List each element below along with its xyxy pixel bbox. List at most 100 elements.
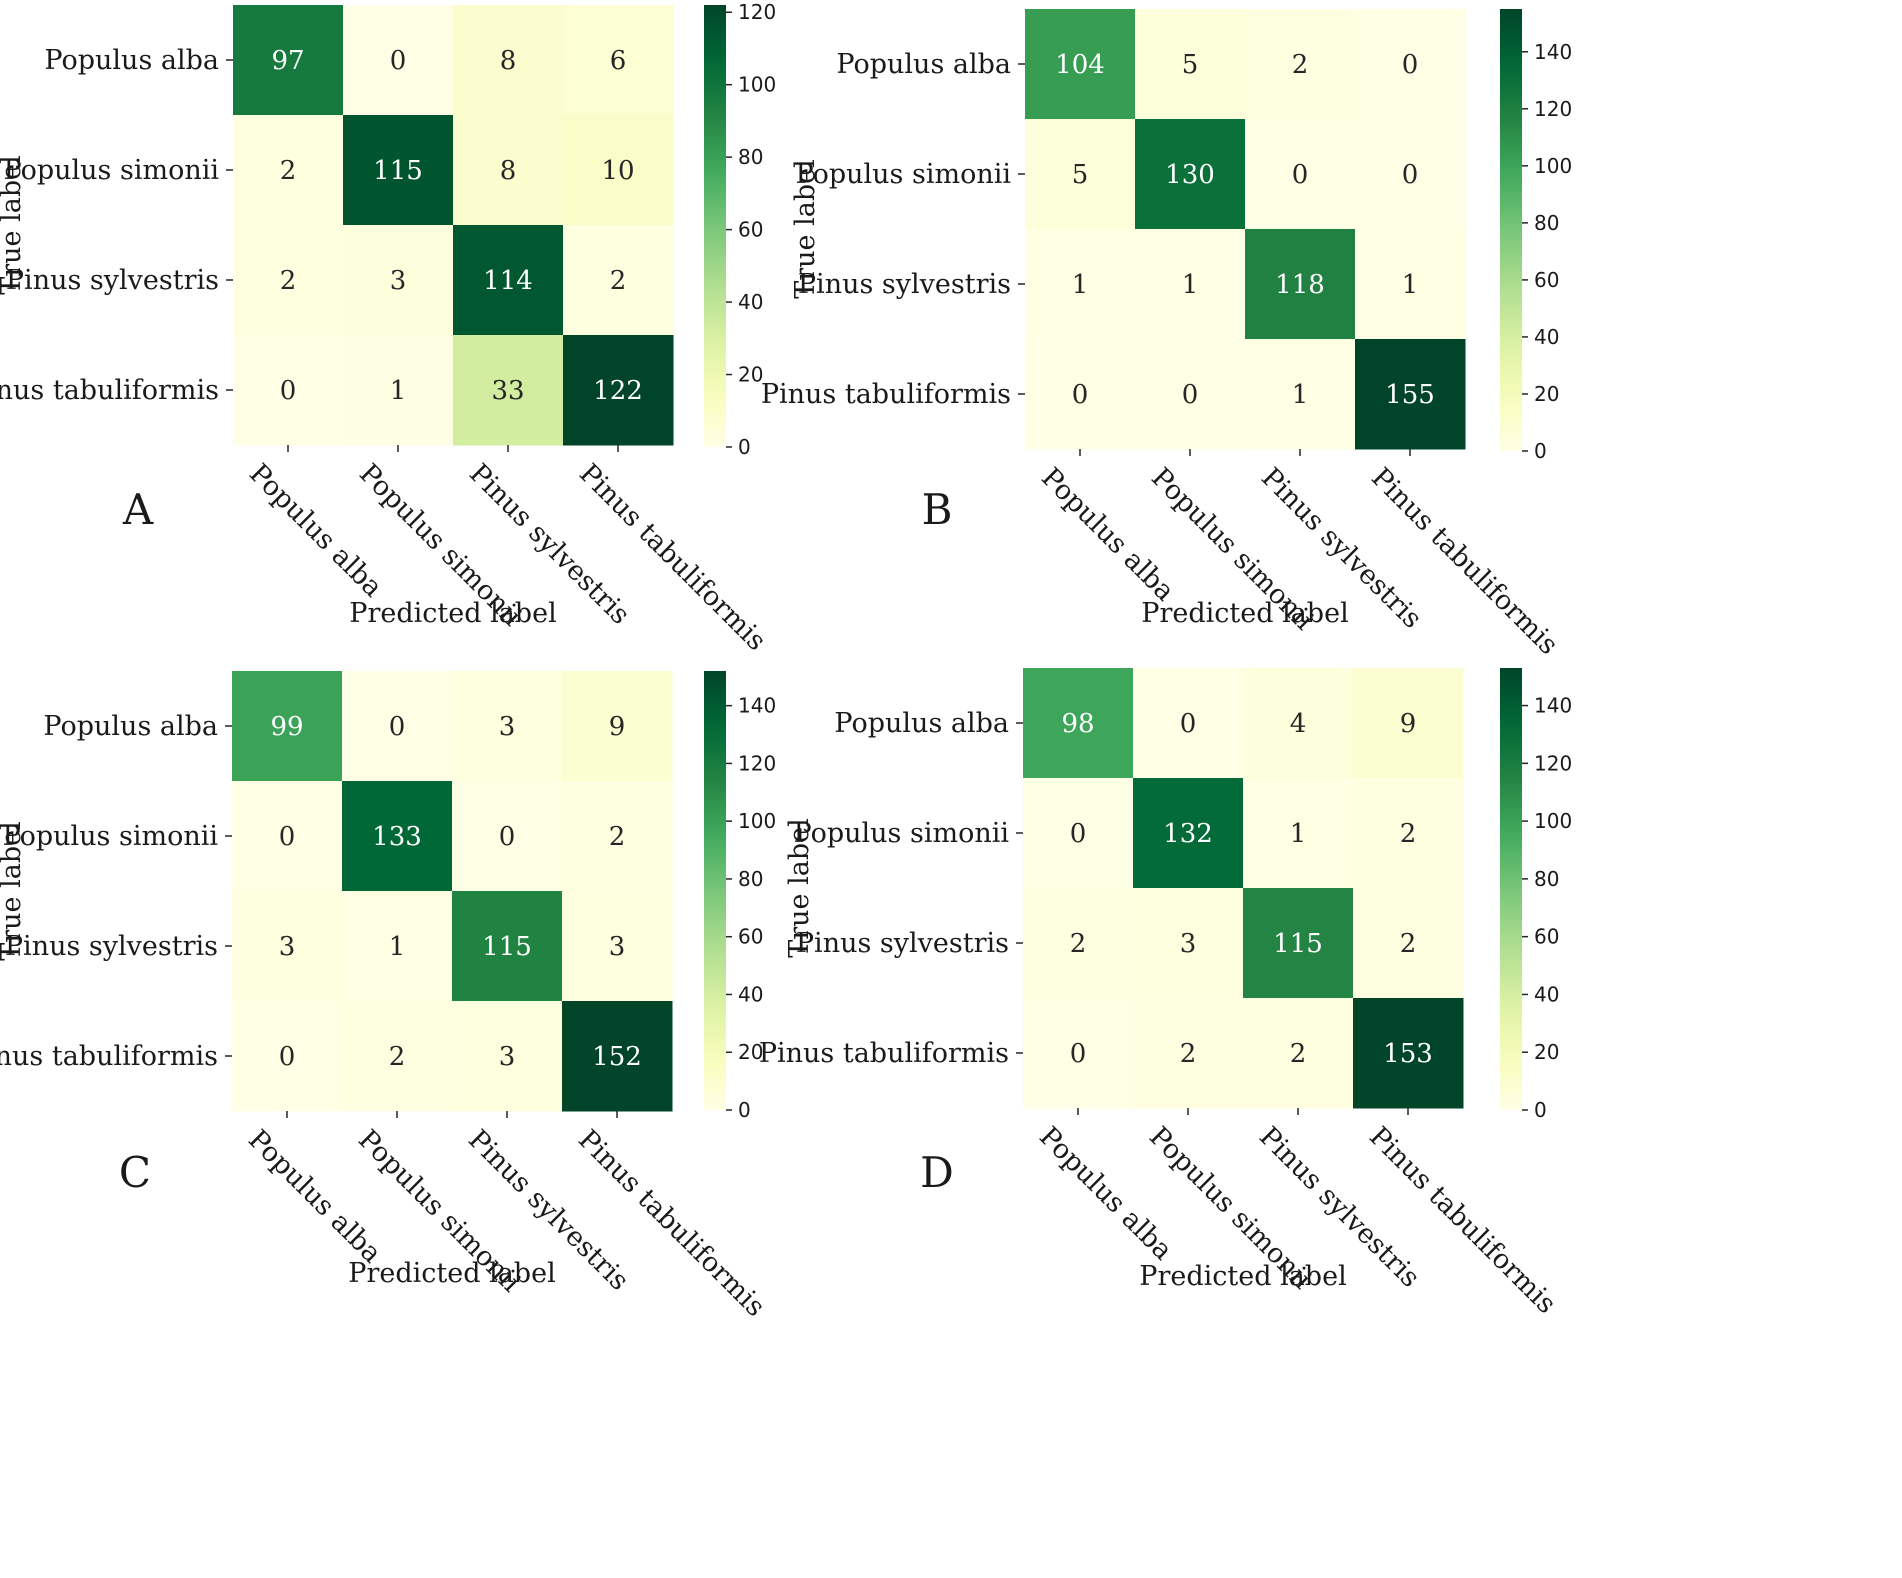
heatmap-cell [1025,9,1136,120]
y-tick-label: Pinus tabuliformis [759,1038,1009,1069]
heatmap-cell [1023,668,1134,779]
heatmap-cell [563,115,674,226]
heatmap-cell [453,335,564,446]
cell-value-label: 1 [1292,380,1309,410]
heatmap-cell [233,115,344,226]
heatmap-cell [1353,998,1464,1109]
cell-value-label: 115 [1273,929,1323,959]
colorbar-tick-label: 100 [1534,809,1572,833]
colorbar-tick-label: 80 [1534,867,1559,891]
heatmap-cell [453,5,564,116]
cell-value-label: 2 [1400,819,1417,849]
heatmap-cell [233,335,344,446]
y-axis-label: True label [790,159,821,299]
colorbar-tick-label: 80 [1534,211,1559,235]
heatmap-cell [1133,778,1244,889]
heatmap-cell [232,671,343,782]
colorbar [1500,9,1522,451]
cell-value-label: 1 [1290,819,1307,849]
y-tick-label: Pinus sylvestris [798,269,1011,300]
panel-letter: C [119,1148,151,1197]
cell-value-label: 0 [279,1042,296,1072]
heatmap-cell [343,225,454,336]
cell-value-label: 3 [609,932,626,962]
heatmap-cell [1243,998,1354,1109]
cell-value-label: 3 [499,1042,516,1072]
colorbar-tick-label: 60 [1534,268,1559,292]
heatmap-cell [1245,339,1356,450]
cell-value-label: 6 [610,46,627,76]
cell-value-label: 0 [390,46,407,76]
cell-value-label: 3 [1180,929,1197,959]
cell-value-label: 99 [270,712,303,742]
x-axis-label: Predicted label [349,598,556,629]
y-axis-label: True label [0,155,27,295]
cell-value-label: 2 [280,156,297,186]
heatmap-cell [1133,888,1244,999]
cell-value-label: 0 [279,822,296,852]
y-tick-label: Populus simonii [4,155,220,186]
colorbar-tick-label: 40 [738,290,763,314]
cell-value-label: 0 [1402,160,1419,190]
cell-value-label: 115 [373,156,423,186]
heatmap-cell [342,781,453,892]
heatmap-cell [343,5,454,116]
cell-value-label: 5 [1072,160,1089,190]
x-axis-label: Predicted label [1139,1261,1346,1292]
cell-value-label: 0 [1070,819,1087,849]
cell-value-label: 2 [1290,1039,1307,1069]
heatmap-cell [453,225,564,336]
y-axis-label: True label [0,821,27,961]
cell-value-label: 133 [372,822,422,852]
heatmap-cell [452,671,563,782]
panel-letter: B [922,485,953,534]
confusion-matrix-panel-c: 99 0 3 9 0 133 0 2 3 1 115 3 0 2 3 152 Populus alba Popul… [0,671,776,1323]
cell-value-label: 1 [389,932,406,962]
heatmap-cell [1245,9,1356,120]
cell-value-label: 114 [483,266,533,296]
cell-value-label: 0 [280,376,297,406]
y-tick-label: Populus alba [834,708,1009,739]
colorbar-tick-label: 0 [1534,1098,1547,1122]
cell-value-label: 0 [1182,380,1199,410]
cell-value-label: 3 [279,932,296,962]
x-tick-label: Pinus tabuliformis [573,458,772,657]
cell-value-label: 9 [609,712,626,742]
panel-letter: D [920,1148,954,1197]
y-tick-label: Populus alba [43,711,218,742]
heatmap-cell [1355,119,1466,230]
colorbar-tick-label: 140 [738,694,776,718]
heatmap-cell [1353,888,1464,999]
cell-value-label: 2 [389,1042,406,1072]
colorbar-tick-label: 60 [738,218,763,242]
colorbar-tick-label: 0 [738,1098,751,1122]
colorbar-tick-label: 20 [1534,382,1559,406]
heatmap-cell [1243,668,1354,779]
x-tick-label: Pinus tabuliformis [1365,462,1564,661]
heatmap-cell [343,115,454,226]
heatmap-cell [563,5,674,116]
cell-value-label: 122 [593,376,643,406]
cell-value-label: 130 [1165,160,1215,190]
heatmap-cell [1135,9,1246,120]
y-tick-label: Populus simonii [794,818,1010,849]
y-tick-label: Populus alba [836,49,1011,80]
cell-value-label: 2 [1180,1039,1197,1069]
colorbar-tick-label: 40 [1534,325,1559,349]
heatmap-cell [562,891,673,1002]
y-tick-label: Populus simonii [3,821,219,852]
heatmap-cell [1135,119,1246,230]
colorbar-tick-label: 0 [738,435,751,459]
cell-value-label: 2 [1070,929,1087,959]
y-tick-label: Pinus tabuliformis [761,379,1011,410]
y-tick-label: Pinus sylvestris [796,928,1009,959]
cell-value-label: 0 [1180,709,1197,739]
heatmap-cell [233,225,344,336]
cell-value-label: 2 [610,266,627,296]
y-tick-label: Populus alba [44,45,219,76]
colorbar-tick-label: 120 [738,0,776,24]
cell-value-label: 9 [1400,709,1417,739]
